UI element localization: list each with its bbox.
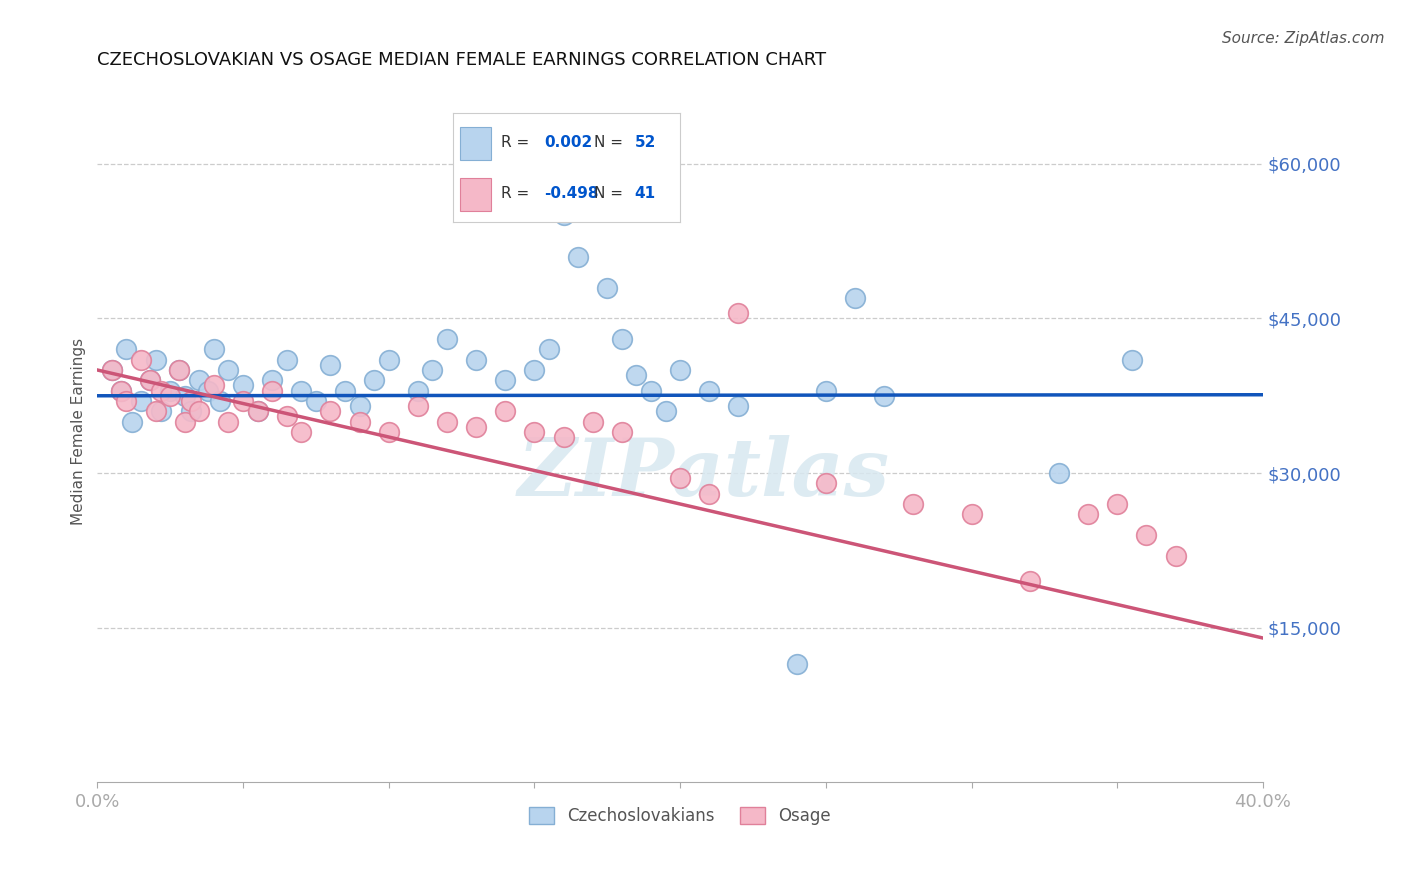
Point xyxy=(232,393,254,408)
Point xyxy=(436,415,458,429)
Point xyxy=(582,415,605,429)
Point xyxy=(1121,352,1143,367)
Point xyxy=(218,363,240,377)
Point xyxy=(180,404,202,418)
Point xyxy=(101,363,124,377)
Point xyxy=(159,384,181,398)
Point xyxy=(960,508,983,522)
Point xyxy=(173,415,195,429)
Point xyxy=(110,384,132,398)
Point xyxy=(610,425,633,439)
Point xyxy=(786,657,808,671)
Point xyxy=(150,404,173,418)
Point xyxy=(654,404,676,418)
Point xyxy=(167,363,190,377)
Text: CZECHOSLOVAKIAN VS OSAGE MEDIAN FEMALE EARNINGS CORRELATION CHART: CZECHOSLOVAKIAN VS OSAGE MEDIAN FEMALE E… xyxy=(97,51,827,69)
Point xyxy=(1164,549,1187,563)
Point xyxy=(129,352,152,367)
Point xyxy=(465,419,488,434)
Y-axis label: Median Female Earnings: Median Female Earnings xyxy=(72,338,86,525)
Point xyxy=(1135,528,1157,542)
Point xyxy=(553,430,575,444)
Point xyxy=(110,384,132,398)
Point xyxy=(844,291,866,305)
Point xyxy=(363,373,385,387)
Point xyxy=(903,497,925,511)
Point xyxy=(465,352,488,367)
Point xyxy=(246,404,269,418)
Point xyxy=(121,415,143,429)
Point xyxy=(349,415,371,429)
Point xyxy=(406,399,429,413)
Point xyxy=(697,384,720,398)
Point xyxy=(494,404,516,418)
Point xyxy=(129,393,152,408)
Point xyxy=(145,352,167,367)
Point xyxy=(582,187,605,202)
Point xyxy=(188,404,211,418)
Point xyxy=(422,363,444,377)
Point xyxy=(494,373,516,387)
Point xyxy=(101,363,124,377)
Point xyxy=(537,343,560,357)
Point xyxy=(139,373,162,387)
Point xyxy=(180,393,202,408)
Point xyxy=(610,332,633,346)
Point xyxy=(436,332,458,346)
Point xyxy=(202,378,225,392)
Point xyxy=(139,373,162,387)
Point xyxy=(553,208,575,222)
Point xyxy=(814,476,837,491)
Point xyxy=(290,425,312,439)
Point xyxy=(626,368,648,383)
Point xyxy=(349,399,371,413)
Point xyxy=(145,404,167,418)
Point xyxy=(596,280,619,294)
Point xyxy=(377,352,399,367)
Point xyxy=(188,373,211,387)
Point xyxy=(276,409,298,424)
Point xyxy=(218,415,240,429)
Point xyxy=(115,343,138,357)
Point xyxy=(1047,466,1070,480)
Point xyxy=(669,363,692,377)
Text: ZIPatlas: ZIPatlas xyxy=(517,435,890,513)
Point xyxy=(697,486,720,500)
Point xyxy=(150,384,173,398)
Point xyxy=(523,363,546,377)
Point xyxy=(159,389,181,403)
Point xyxy=(377,425,399,439)
Point xyxy=(208,393,231,408)
Point xyxy=(523,425,546,439)
Point xyxy=(197,384,219,398)
Legend: Czechoslovakians, Osage: Czechoslovakians, Osage xyxy=(520,798,839,834)
Point xyxy=(115,393,138,408)
Point xyxy=(669,471,692,485)
Point xyxy=(173,389,195,403)
Point xyxy=(167,363,190,377)
Point xyxy=(202,343,225,357)
Point xyxy=(333,384,356,398)
Point xyxy=(873,389,896,403)
Point xyxy=(319,404,342,418)
Point xyxy=(262,373,284,387)
Point xyxy=(276,352,298,367)
Point xyxy=(1018,574,1040,589)
Point xyxy=(640,384,662,398)
Point xyxy=(406,384,429,398)
Point xyxy=(246,404,269,418)
Point xyxy=(1107,497,1129,511)
Point xyxy=(319,358,342,372)
Point xyxy=(262,384,284,398)
Point xyxy=(1077,508,1099,522)
Point xyxy=(814,384,837,398)
Point xyxy=(305,393,328,408)
Text: Source: ZipAtlas.com: Source: ZipAtlas.com xyxy=(1222,31,1385,46)
Point xyxy=(232,378,254,392)
Point xyxy=(290,384,312,398)
Point xyxy=(727,399,749,413)
Point xyxy=(567,250,589,264)
Point xyxy=(727,306,749,320)
